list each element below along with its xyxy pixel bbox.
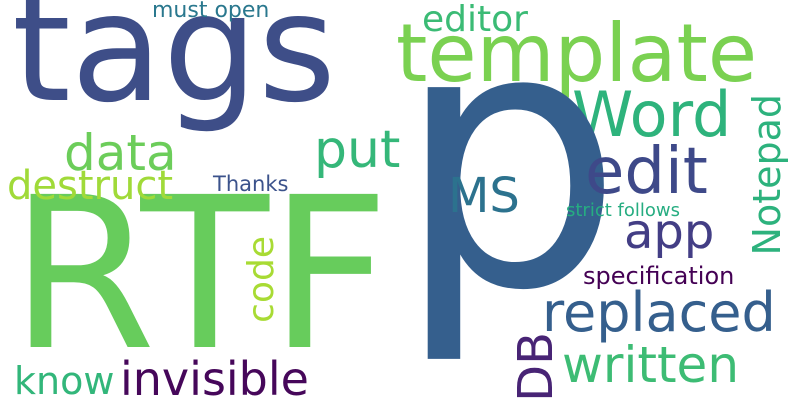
- word-code: code: [241, 236, 282, 323]
- word-p: p: [395, 0, 624, 369]
- word-editor: editor: [422, 0, 528, 40]
- word-data: data: [64, 124, 177, 182]
- word-db: DB: [508, 332, 564, 400]
- word-app: app: [624, 204, 715, 260]
- word-template: template: [396, 7, 758, 100]
- word-know: know: [14, 359, 115, 400]
- word-written: written: [562, 336, 740, 394]
- word-must-open: must open: [152, 0, 270, 23]
- word-ms: MS: [448, 168, 520, 224]
- word-thanks: Thanks: [213, 172, 289, 196]
- word-edit: edit: [585, 135, 708, 209]
- word-destruct: destruct: [7, 163, 173, 209]
- word-tags: tags: [12, 0, 337, 136]
- word-word: Word: [572, 78, 732, 151]
- word-notepad: Notepad: [745, 94, 789, 256]
- word-specification: specification: [583, 262, 735, 290]
- word-replaced: replaced: [542, 281, 776, 344]
- word-strict-follows: strict follows: [566, 200, 680, 221]
- word-put: put: [314, 120, 401, 180]
- word-invisible: invisible: [120, 352, 309, 400]
- word-rtf: RTF: [10, 152, 390, 397]
